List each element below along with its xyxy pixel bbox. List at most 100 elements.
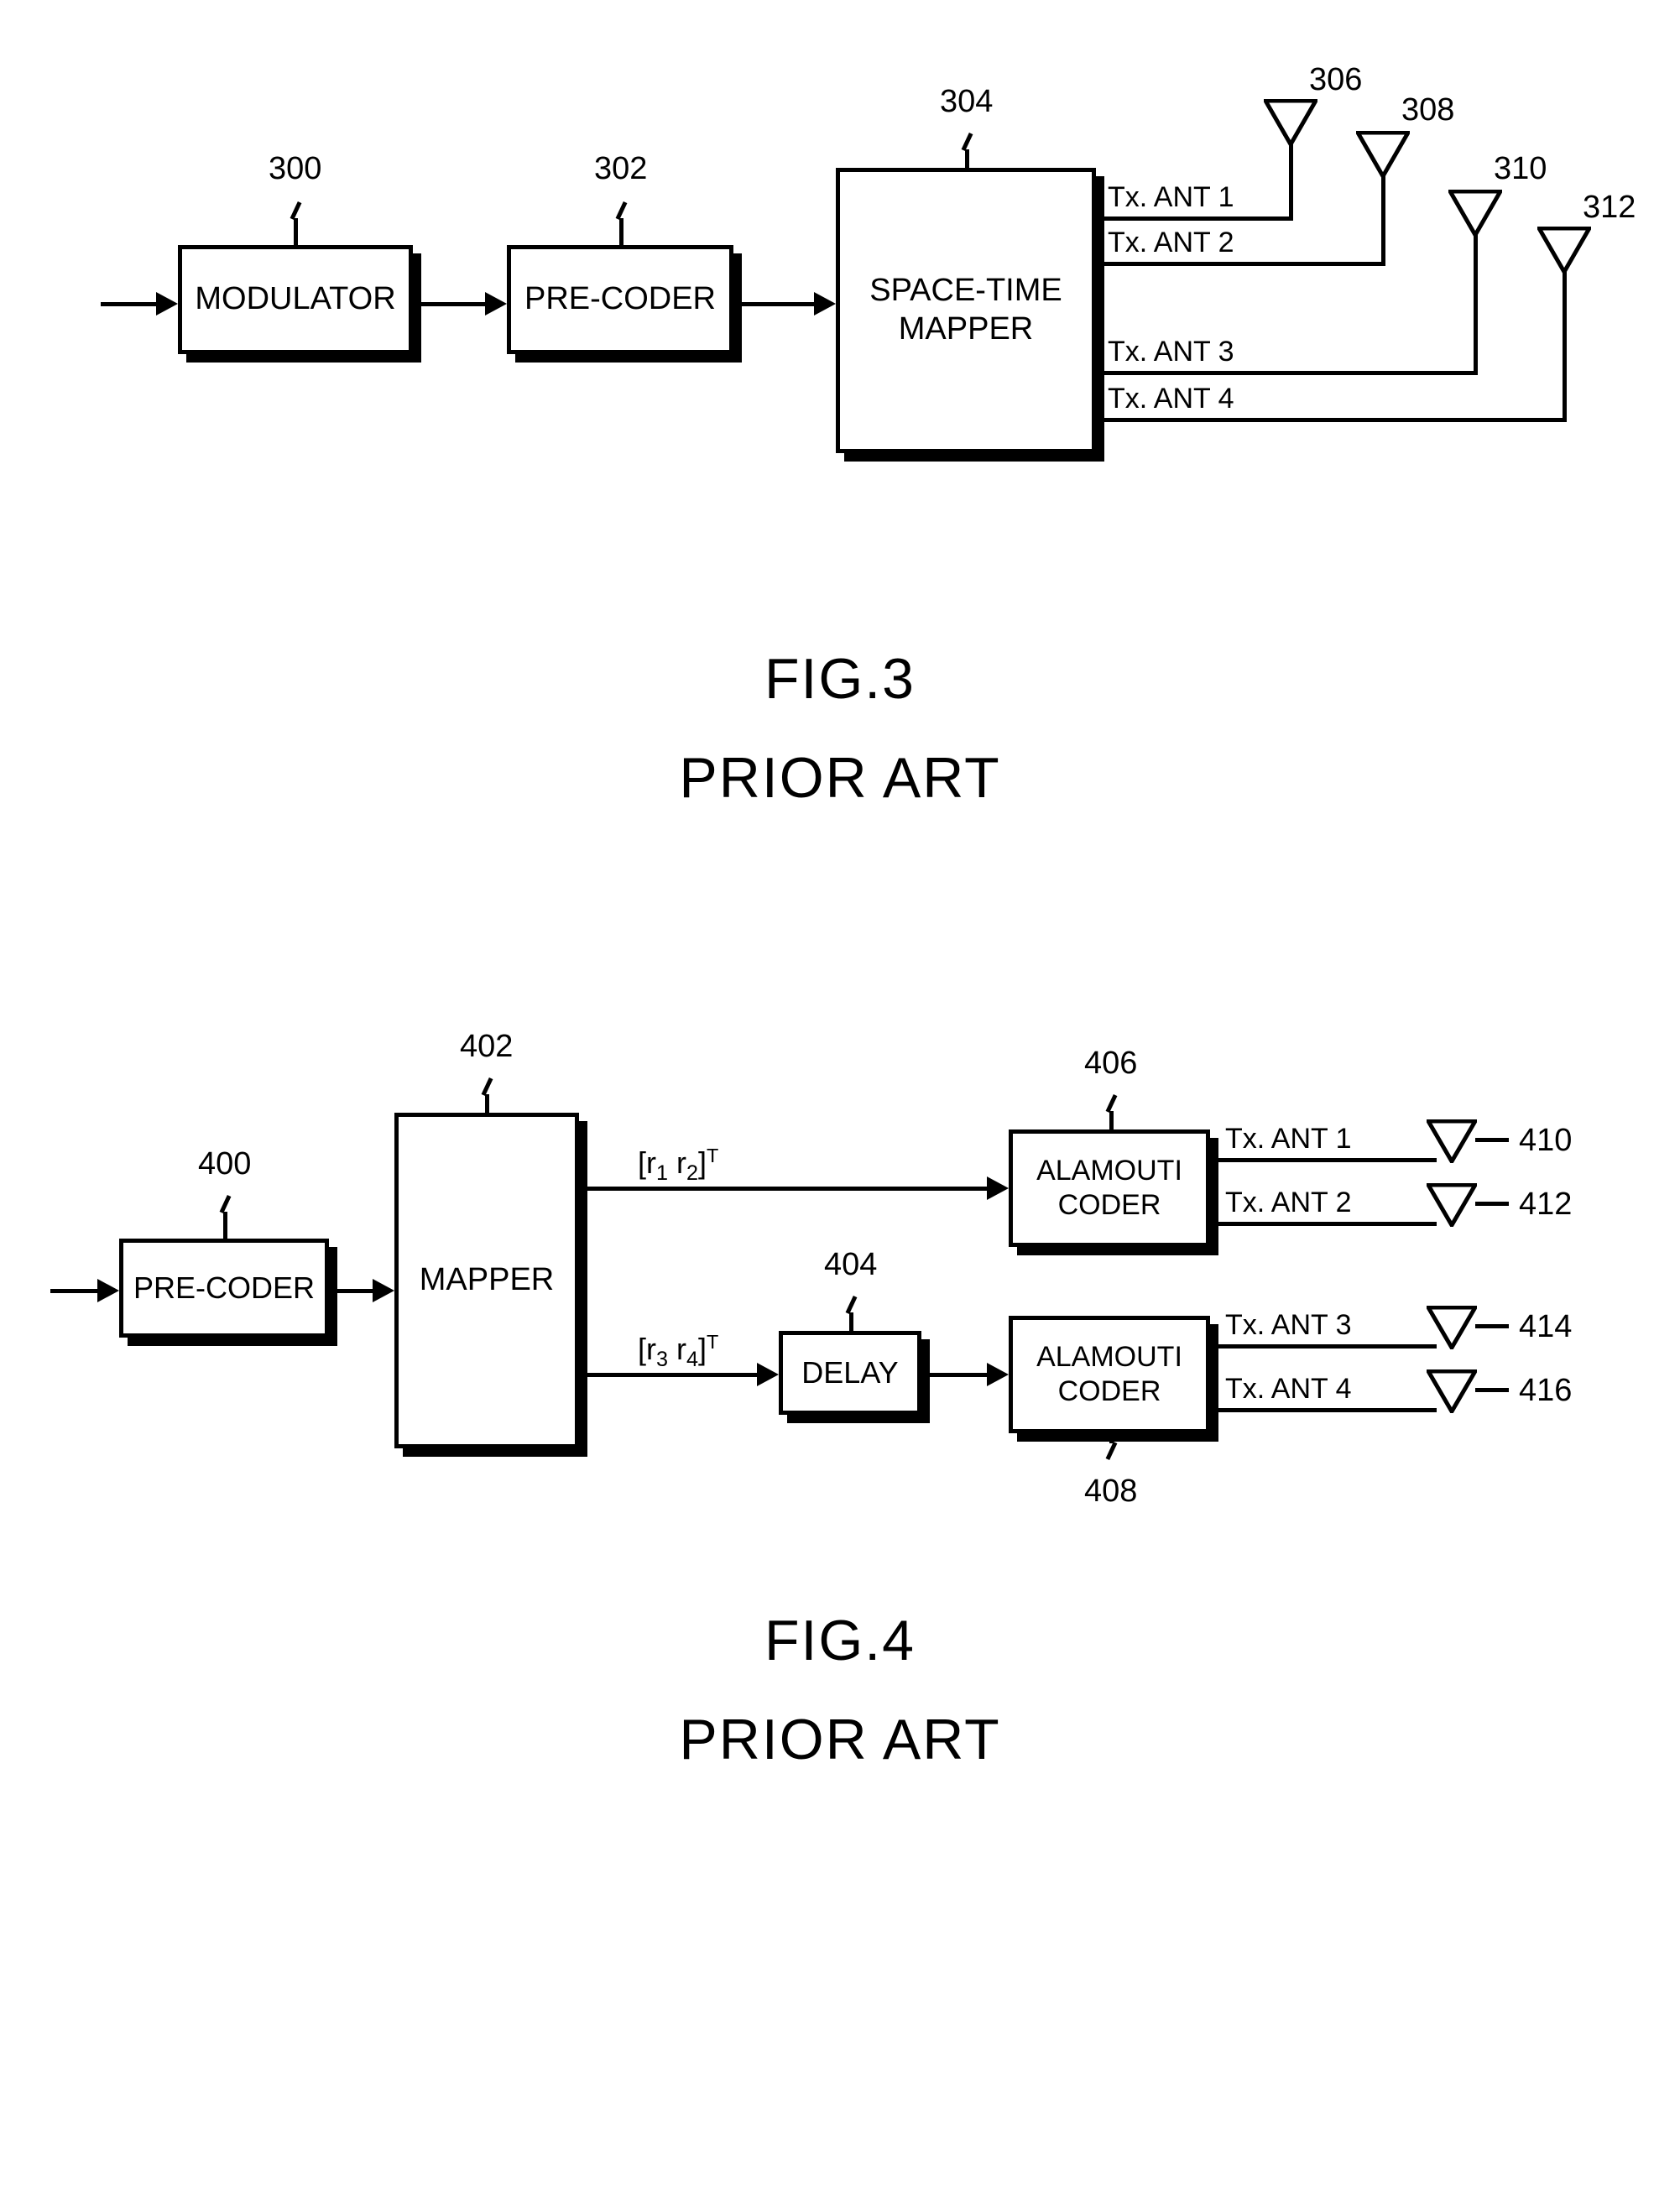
fig4-antlead-3: [1475, 1324, 1509, 1328]
fig4-mapper-leader: [485, 1094, 489, 1113]
fig4-precoder-block: PRE-CODER: [119, 1239, 329, 1338]
fig4-precoder-ref: 400: [198, 1146, 251, 1182]
fig4-mapper-label: MAPPER: [420, 1261, 554, 1300]
figure-4: PRE-CODER 400 MAPPER 402 [r1 r2]T [r3 r4…: [0, 978, 1680, 1515]
fig3-ref-ant3: 310: [1494, 151, 1547, 187]
fig3-precoder-leader: [619, 218, 623, 245]
fig3-subtitle: PRIOR ART: [0, 745, 1680, 811]
fig4-mapper-block: MAPPER: [394, 1113, 579, 1448]
fig3-wire-ant4: [1096, 418, 1563, 422]
fig4-mapper-ref: 402: [460, 1029, 513, 1065]
fig3-riser-ant1: [1289, 143, 1293, 221]
fig3-wire-mod-pre: [413, 302, 488, 306]
fig4-wire-pre-map: [329, 1289, 376, 1293]
fig3-modulator-tick: [290, 201, 302, 220]
fig4-antlead-2: [1475, 1202, 1509, 1206]
fig3-label-ant1: Tx. ANT 1: [1108, 181, 1234, 214]
fig3-precoder-ref: 302: [594, 151, 647, 187]
fig3-wire-ant3: [1096, 371, 1474, 375]
fig3-ref-ant2: 308: [1401, 92, 1454, 128]
fig3-title: FIG.3: [0, 646, 1680, 712]
fig4-ref-ant3: 414: [1519, 1309, 1572, 1345]
fig3-antenna-1: [1264, 99, 1317, 146]
fig3-input-arrow: [156, 292, 178, 316]
fig4-arrow-pre-map: [373, 1279, 394, 1302]
fig3-arrow-mod-pre: [485, 292, 507, 316]
fig4-arrow-r34-a: [757, 1363, 779, 1386]
fig3-antenna-4: [1537, 227, 1591, 274]
fig4-delay-tick: [846, 1296, 858, 1314]
fig4-alamouti1-tick: [1106, 1094, 1118, 1113]
fig4-alamouti1-label: ALAMOUTI CODER: [1036, 1154, 1182, 1223]
fig3-riser-ant3: [1474, 233, 1478, 375]
fig3-antenna-3: [1448, 190, 1502, 237]
fig4-mapper-tick: [482, 1077, 493, 1096]
fig4-antenna-2: [1427, 1183, 1477, 1227]
fig4-arrow-r12: [987, 1176, 1009, 1200]
fig4-ref-ant4: 416: [1519, 1373, 1572, 1409]
fig3-wire-pre-map: [733, 302, 817, 306]
fig4-label-ant1: Tx. ANT 1: [1225, 1123, 1352, 1155]
fig4-alamouti1-block: ALAMOUTI CODER: [1009, 1129, 1210, 1247]
fig3-wire-ant2: [1096, 262, 1381, 266]
fig4-antenna-1: [1427, 1119, 1477, 1163]
fig3-input-wire: [101, 302, 159, 306]
fig4-antlead-1: [1475, 1138, 1509, 1142]
fig4-wire-ant3: [1210, 1344, 1437, 1349]
fig4-ref-ant2: 412: [1519, 1187, 1572, 1223]
fig4-arrow-delay-al2: [987, 1363, 1009, 1386]
fig3-mapper-label: SPACE-TIME MAPPER: [869, 272, 1062, 348]
fig4-delay-ref: 404: [824, 1247, 877, 1283]
fig3-precoder-tick: [616, 201, 628, 220]
fig4-wire-ant2: [1210, 1222, 1437, 1226]
fig3-precoder-label: PRE-CODER: [524, 280, 716, 319]
fig4-alamouti1-ref: 406: [1084, 1046, 1137, 1082]
fig4-alamouti2-tick: [1106, 1442, 1118, 1460]
fig4-label-ant4: Tx. ANT 4: [1225, 1373, 1352, 1406]
fig4-wire-delay-al2: [921, 1373, 990, 1377]
fig4-signal-r34: [r3 r4]T: [638, 1331, 718, 1372]
fig3-ref-ant4: 312: [1583, 190, 1636, 226]
fig3-modulator-label: MODULATOR: [195, 280, 395, 319]
fig3-label-ant2: Tx. ANT 2: [1108, 227, 1234, 259]
fig3-riser-ant2: [1381, 175, 1385, 266]
fig4-wire-r34-a: [579, 1373, 760, 1377]
fig4-label-ant2: Tx. ANT 2: [1225, 1187, 1352, 1219]
fig3-arrow-pre-map: [814, 292, 836, 316]
fig3-modulator-block: MODULATOR: [178, 245, 413, 354]
fig4-alamouti2-leader: [1109, 1433, 1114, 1443]
fig4-wire-ant4: [1210, 1408, 1437, 1412]
fig4-precoder-tick: [220, 1195, 232, 1213]
fig3-ref-ant1: 306: [1309, 62, 1362, 98]
fig3-wire-ant1: [1096, 216, 1289, 221]
fig3-mapper-tick: [962, 133, 973, 151]
fig3-modulator-ref: 300: [269, 151, 321, 187]
fig4-alamouti1-leader: [1109, 1111, 1114, 1129]
fig3-mapper-ref: 304: [940, 84, 993, 120]
fig4-alamouti2-ref: 408: [1084, 1474, 1137, 1510]
fig3-riser-ant4: [1563, 270, 1567, 422]
fig4-delay-leader: [849, 1312, 853, 1331]
fig4-label-ant3: Tx. ANT 3: [1225, 1309, 1352, 1342]
fig4-antlead-4: [1475, 1388, 1509, 1392]
fig4-title: FIG.4: [0, 1608, 1680, 1673]
fig4-ref-ant1: 410: [1519, 1123, 1572, 1159]
fig4-antenna-4: [1427, 1369, 1477, 1413]
fig4-input-wire: [50, 1289, 101, 1293]
figure-3: MODULATOR 300 PRE-CODER 302 SPACE-TIME M…: [0, 67, 1680, 587]
fig3-mapper-leader: [965, 149, 969, 168]
fig4-delay-label: DELAY: [801, 1354, 898, 1390]
fig4-precoder-leader: [223, 1212, 227, 1239]
fig3-modulator-leader: [294, 218, 298, 245]
fig4-signal-r12: [r1 r2]T: [638, 1145, 718, 1186]
fig4-input-arrow: [97, 1279, 119, 1302]
fig4-wire-ant1: [1210, 1158, 1437, 1162]
fig3-antenna-2: [1356, 131, 1410, 178]
fig4-delay-block: DELAY: [779, 1331, 921, 1415]
fig4-precoder-label: PRE-CODER: [133, 1270, 315, 1306]
fig3-label-ant4: Tx. ANT 4: [1108, 383, 1234, 415]
fig3-label-ant3: Tx. ANT 3: [1108, 336, 1234, 368]
fig4-alamouti2-block: ALAMOUTI CODER: [1009, 1316, 1210, 1433]
fig4-antenna-3: [1427, 1306, 1477, 1349]
fig3-precoder-block: PRE-CODER: [507, 245, 733, 354]
